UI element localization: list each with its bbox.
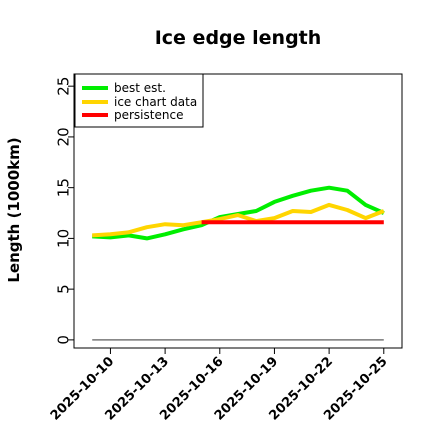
x-axis-ticks: 2025-10-102025-10-132025-10-162025-10-19… <box>48 348 391 424</box>
y-axis-label: Length (1000km) <box>5 137 23 282</box>
legend-label-persistence: persistence <box>114 108 183 122</box>
chart-title: Ice edge length <box>155 27 322 49</box>
series-lines <box>92 185 385 241</box>
series-line-ice-chart-data <box>92 202 385 238</box>
y-tick-label: 5 <box>54 284 72 294</box>
y-tick-label: 0 <box>54 335 72 345</box>
y-axis-ticks: 0 5 10 15 20 25 <box>54 77 74 345</box>
legend-label-ice-chart-data: ice chart data <box>114 95 197 109</box>
legend-label-best-est: best est. <box>114 81 166 95</box>
plot-area-frame <box>73 73 403 349</box>
y-tick-label: 10 <box>54 229 72 248</box>
y-tick-label: 20 <box>54 127 72 146</box>
legend: best est. ice chart data persistence <box>74 73 204 128</box>
y-tick-label: 15 <box>54 178 72 197</box>
y-tick-label: 25 <box>54 77 72 96</box>
